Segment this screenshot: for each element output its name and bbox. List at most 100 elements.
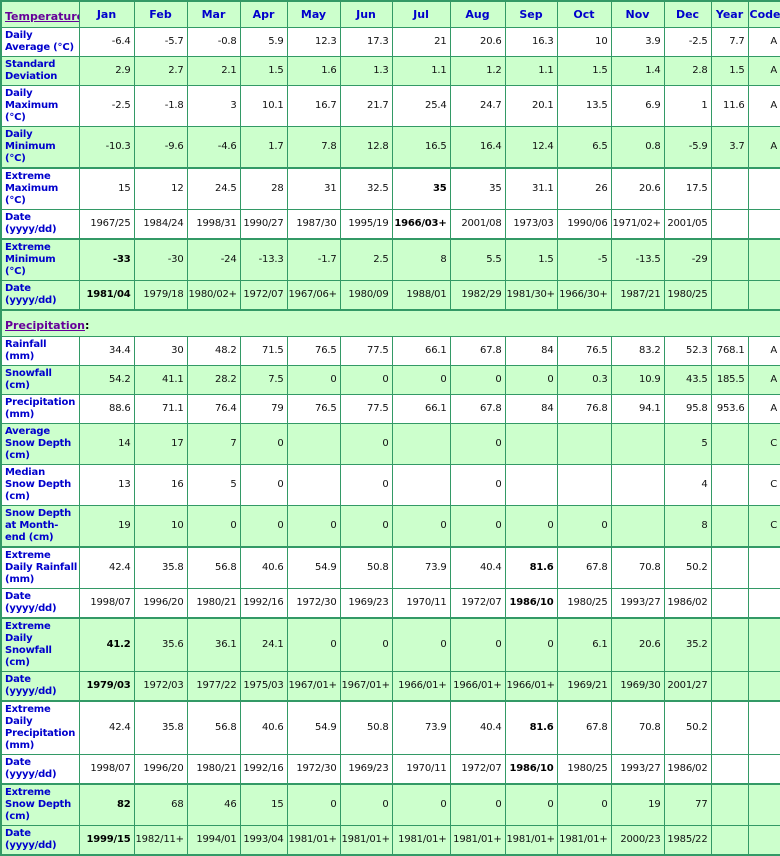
cell-extreme-snow-depth-cm-may: 0 bbox=[286, 783, 341, 826]
cell-date-yyyy-dd-apr: 1975/03 bbox=[239, 671, 288, 702]
table-row-snow-depth-at-month-end-cm: Snow Depth at Month-end (cm) 19 10 0 0 0 0 0 0 0 0… bbox=[0, 505, 780, 548]
cell-date-yyyy-dd-apr: 1990/27 bbox=[239, 209, 288, 240]
cell-date-yyyy-dd-code bbox=[747, 280, 780, 311]
cell-date-yyyy-dd-apr: 1992/16 bbox=[239, 754, 288, 785]
cell-daily-maximum-c-feb: -1.8 bbox=[133, 85, 188, 127]
cell-extreme-daily-snowfall-cm-feb: 35.6 bbox=[133, 617, 188, 672]
cell-date-yyyy-dd-year bbox=[710, 825, 749, 856]
row-label-median-snow-depth-cm: Median Snow Depth (cm) bbox=[0, 464, 80, 506]
cell-extreme-minimum-c-mar: -24 bbox=[186, 238, 241, 281]
section-title-colon: : bbox=[84, 319, 90, 332]
cell-daily-average-c-jun: 17.3 bbox=[339, 27, 393, 57]
table-row-daily-maximum-c: Daily Maximum (°C) -2.5 -1.8 3 10.1 16.7 21.7 2… bbox=[0, 85, 780, 127]
precipitation-section-link[interactable]: Precipitation bbox=[5, 319, 85, 332]
table-row-extreme-maximum-c: Extreme Maximum (°C) 15 12 24.5 28 31 32.5 35 35… bbox=[0, 167, 780, 210]
cell-daily-maximum-c-sep: 20.1 bbox=[504, 85, 558, 127]
table-row-extreme-daily-snowfall-cm: Extreme Daily Snowfall (cm) 41.2 35.6 36.1 2… bbox=[0, 617, 780, 672]
cell-precipitation-mm-jan: 88.6 bbox=[78, 394, 135, 424]
cell-average-snow-depth-cm-aug: 0 bbox=[449, 423, 506, 465]
cell-extreme-snow-depth-cm-sep: 0 bbox=[504, 783, 558, 826]
cell-extreme-maximum-c-code bbox=[747, 167, 780, 210]
cell-extreme-daily-snowfall-cm-jul: 0 bbox=[391, 617, 451, 672]
cell-extreme-daily-rainfall-mm-apr: 40.6 bbox=[239, 546, 288, 589]
cell-extreme-maximum-c-jun: 32.5 bbox=[339, 167, 393, 210]
cell-extreme-snow-depth-cm-year bbox=[710, 783, 749, 826]
cell-precipitation-mm-sep: 84 bbox=[504, 394, 558, 424]
cell-snowfall-cm-jul: 0 bbox=[391, 365, 451, 395]
cell-rainfall-mm-mar: 48.2 bbox=[186, 336, 241, 366]
col-header-may: May bbox=[286, 0, 341, 28]
cell-daily-minimum-c-nov: 0.8 bbox=[610, 126, 665, 169]
cell-date-yyyy-dd-code bbox=[747, 671, 780, 702]
cell-daily-minimum-c-jun: 12.8 bbox=[339, 126, 393, 169]
cell-average-snow-depth-cm-year bbox=[710, 423, 749, 465]
cell-average-snow-depth-cm-nov bbox=[610, 423, 665, 465]
cell-median-snow-depth-cm-jun: 0 bbox=[339, 464, 393, 506]
cell-rainfall-mm-jun: 77.5 bbox=[339, 336, 393, 366]
col-header-jul: Jul bbox=[391, 0, 451, 28]
cell-daily-average-c-year: 7.7 bbox=[710, 27, 749, 57]
row-label-snow-depth-at-month-end-cm: Snow Depth at Month-end (cm) bbox=[0, 505, 80, 548]
row-label-daily-minimum-c: Daily Minimum (°C) bbox=[0, 126, 80, 169]
cell-daily-average-c-nov: 3.9 bbox=[610, 27, 665, 57]
cell-daily-maximum-c-code: A bbox=[747, 85, 780, 127]
col-header-feb: Feb bbox=[133, 0, 188, 28]
row-label-precipitation-mm: Precipitation (mm) bbox=[0, 394, 80, 424]
cell-extreme-minimum-c-jul: 8 bbox=[391, 238, 451, 281]
cell-date-yyyy-dd-jan: 1998/07 bbox=[78, 754, 135, 785]
row-label-extreme-maximum-c: Extreme Maximum (°C) bbox=[0, 167, 80, 210]
cell-date-yyyy-dd-mar: 1980/02+ bbox=[186, 280, 241, 311]
cell-median-snow-depth-cm-apr: 0 bbox=[239, 464, 288, 506]
cell-date-yyyy-dd-aug: 1981/01+ bbox=[449, 825, 506, 856]
row-label-date-yyyy-dd: Date (yyyy/dd) bbox=[0, 825, 80, 856]
col-header-apr: Apr bbox=[239, 0, 288, 28]
cell-average-snow-depth-cm-may bbox=[286, 423, 341, 465]
cell-date-yyyy-dd-year bbox=[710, 588, 749, 619]
cell-extreme-daily-precipitation-mm-may: 54.9 bbox=[286, 700, 341, 755]
cell-extreme-daily-snowfall-cm-code bbox=[747, 617, 780, 672]
cell-date-yyyy-dd-feb: 1982/11+ bbox=[133, 825, 188, 856]
cell-date-yyyy-dd-jul: 1966/01+ bbox=[391, 671, 451, 702]
cell-date-yyyy-dd-may: 1981/01+ bbox=[286, 825, 341, 856]
cell-extreme-minimum-c-nov: -13.5 bbox=[610, 238, 665, 281]
cell-date-yyyy-dd-may: 1972/30 bbox=[286, 754, 341, 785]
cell-daily-minimum-c-mar: -4.6 bbox=[186, 126, 241, 169]
cell-extreme-maximum-c-jul: 35 bbox=[391, 167, 451, 210]
cell-date-yyyy-dd-year bbox=[710, 671, 749, 702]
cell-extreme-snow-depth-cm-feb: 68 bbox=[133, 783, 188, 826]
cell-extreme-daily-precipitation-mm-jun: 50.8 bbox=[339, 700, 393, 755]
cell-date-yyyy-dd-feb: 1996/20 bbox=[133, 754, 188, 785]
cell-snow-depth-at-month-end-cm-jan: 19 bbox=[78, 505, 135, 548]
cell-extreme-snow-depth-cm-mar: 46 bbox=[186, 783, 241, 826]
temperature-section-link[interactable]: Temperature bbox=[5, 10, 79, 23]
cell-extreme-daily-precipitation-mm-nov: 70.8 bbox=[610, 700, 665, 755]
cell-extreme-daily-precipitation-mm-jul: 73.9 bbox=[391, 700, 451, 755]
cell-precipitation-mm-may: 76.5 bbox=[286, 394, 341, 424]
cell-daily-maximum-c-dec: 1 bbox=[663, 85, 712, 127]
col-header-aug: Aug bbox=[449, 0, 506, 28]
table-row-extreme-daily-rainfall-mm: Extreme Daily Rainfall (mm) 42.4 35.8 56.8 4… bbox=[0, 546, 780, 589]
cell-date-yyyy-dd-oct: 1990/06 bbox=[556, 209, 612, 240]
cell-standard-deviation-code: A bbox=[747, 56, 780, 86]
cell-extreme-snow-depth-cm-jul: 0 bbox=[391, 783, 451, 826]
table-row-daily-average-c: Daily Average (°C) -6.4 -5.7 -0.8 5.9 12.3 17.… bbox=[0, 27, 780, 57]
cell-date-yyyy-dd-aug: 1972/07 bbox=[449, 754, 506, 785]
cell-rainfall-mm-oct: 76.5 bbox=[556, 336, 612, 366]
cell-date-yyyy-dd-mar: 1980/21 bbox=[186, 754, 241, 785]
cell-extreme-minimum-c-oct: -5 bbox=[556, 238, 612, 281]
cell-extreme-daily-precipitation-mm-mar: 56.8 bbox=[186, 700, 241, 755]
cell-rainfall-mm-may: 76.5 bbox=[286, 336, 341, 366]
cell-rainfall-mm-jan: 34.4 bbox=[78, 336, 135, 366]
cell-daily-maximum-c-mar: 3 bbox=[186, 85, 241, 127]
cell-extreme-minimum-c-aug: 5.5 bbox=[449, 238, 506, 281]
cell-daily-average-c-aug: 20.6 bbox=[449, 27, 506, 57]
cell-extreme-maximum-c-may: 31 bbox=[286, 167, 341, 210]
cell-extreme-minimum-c-sep: 1.5 bbox=[504, 238, 558, 281]
cell-date-yyyy-dd-feb: 1972/03 bbox=[133, 671, 188, 702]
cell-date-yyyy-dd-dec: 1986/02 bbox=[663, 754, 712, 785]
cell-median-snow-depth-cm-aug: 0 bbox=[449, 464, 506, 506]
cell-extreme-daily-precipitation-mm-feb: 35.8 bbox=[133, 700, 188, 755]
cell-date-yyyy-dd-jun: 1969/23 bbox=[339, 588, 393, 619]
cell-extreme-minimum-c-code bbox=[747, 238, 780, 281]
